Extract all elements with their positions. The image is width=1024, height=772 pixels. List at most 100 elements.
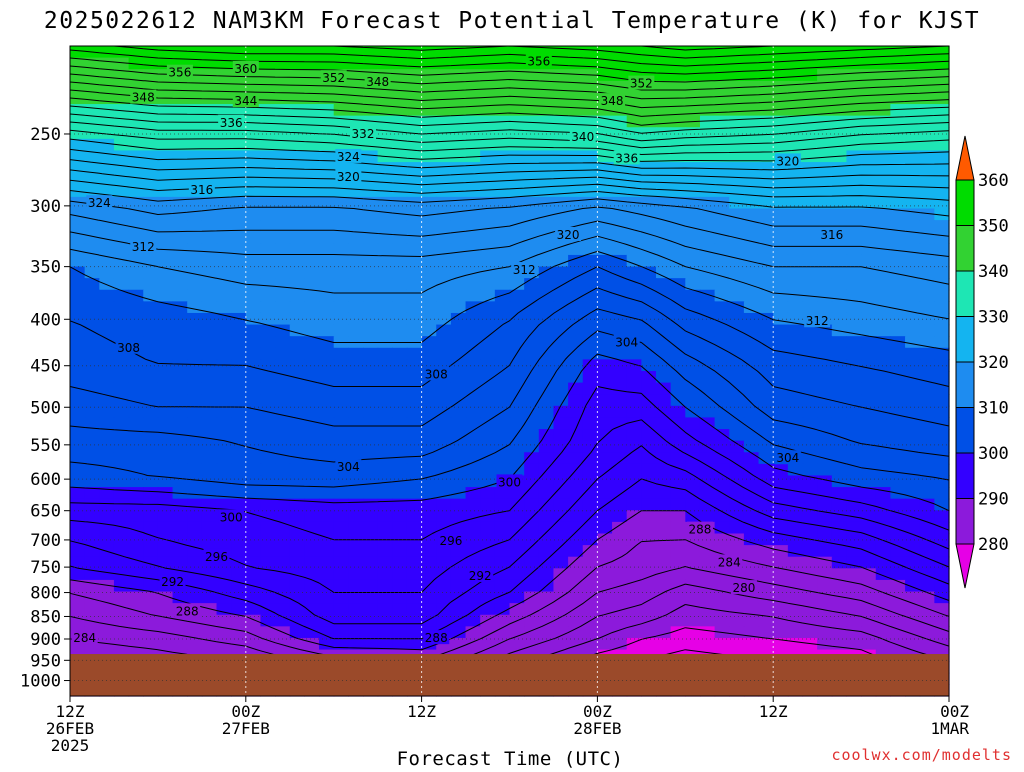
theta-cell [450, 127, 467, 140]
theta-cell [919, 185, 935, 198]
theta-cell [568, 336, 584, 349]
theta-cell [846, 301, 862, 314]
theta-cell [480, 92, 496, 105]
theta-cell [216, 347, 232, 360]
theta-cell [509, 69, 525, 82]
theta-cell [553, 498, 569, 511]
theta-cell [670, 69, 686, 82]
theta-cell [656, 46, 672, 59]
theta-cell [831, 521, 848, 535]
theta-cell [787, 359, 804, 372]
theta-cell [582, 104, 598, 117]
theta-cell [656, 371, 672, 384]
theta-cell [260, 208, 276, 221]
theta-cell [84, 405, 100, 419]
theta-cell [597, 173, 613, 186]
theta-cell [597, 614, 613, 627]
theta-cell [846, 417, 862, 430]
theta-cell [699, 278, 716, 291]
theta-cell [773, 475, 789, 488]
theta-cell [348, 371, 364, 384]
theta-cell [289, 289, 305, 302]
theta-cell [319, 371, 335, 384]
theta-cell [831, 498, 848, 511]
theta-cell [934, 359, 950, 372]
theta-cell [743, 324, 760, 337]
theta-cell [494, 243, 511, 256]
theta-cell [919, 138, 935, 152]
theta-cell [421, 568, 437, 581]
theta-cell [817, 579, 833, 593]
theta-cell [509, 138, 525, 152]
theta-cell [670, 429, 686, 442]
theta-cell [656, 231, 672, 244]
theta-cell [494, 498, 511, 511]
theta-cell [216, 417, 232, 430]
theta-cell [597, 69, 613, 82]
theta-cell [524, 359, 540, 372]
theta-cell [597, 637, 613, 651]
theta-cell [172, 46, 188, 59]
contour-label-bg [320, 70, 347, 85]
theta-cell [392, 231, 408, 244]
theta-cell [670, 475, 686, 488]
theta-cell [582, 556, 598, 569]
theta-cell [626, 92, 642, 105]
contour-label: 312 [132, 240, 155, 254]
theta-cell [480, 243, 496, 256]
theta-cell [758, 150, 774, 163]
theta-cell [538, 243, 555, 256]
y-tick-label: 900 [30, 630, 61, 650]
theta-cell [113, 487, 130, 500]
theta-cell [304, 312, 320, 326]
theta-cell [905, 312, 921, 326]
theta-cell [157, 359, 174, 372]
contour-label: 312 [513, 263, 536, 277]
theta-cell [406, 637, 423, 651]
theta-cell [714, 429, 730, 442]
theta-cell [919, 579, 935, 593]
theta-cell [465, 162, 481, 175]
theta-cell [143, 475, 159, 488]
theta-cell [685, 69, 701, 82]
theta-cell [275, 394, 291, 407]
theta-cell [553, 278, 569, 291]
theta-cell [861, 196, 877, 210]
theta-cell [656, 243, 672, 256]
theta-cell [743, 382, 760, 395]
theta-cell [436, 556, 452, 569]
theta-cell [392, 301, 408, 314]
theta-cell [656, 324, 672, 337]
theta-cell [84, 510, 100, 523]
theta-cell [773, 603, 789, 616]
theta-cell [157, 127, 174, 140]
theta-cell [538, 278, 555, 291]
theta-cell [597, 359, 613, 372]
theta-cell [172, 637, 188, 651]
theta-cell [699, 591, 716, 604]
theta-cell [421, 312, 437, 326]
theta-cell [436, 196, 452, 210]
theta-cell [743, 568, 760, 581]
theta-cell [934, 347, 950, 360]
theta-cell [319, 231, 335, 244]
theta-cell [553, 150, 569, 163]
theta-cell [787, 510, 804, 523]
theta-contour-312 [69, 235, 950, 320]
theta-cell [714, 231, 730, 244]
theta-cell [861, 208, 877, 221]
theta-cell [802, 475, 818, 488]
theta-fill-layer [70, 46, 950, 697]
theta-cell [319, 185, 335, 198]
theta-cell [99, 278, 115, 291]
theta-cell [289, 498, 305, 511]
theta-cell [861, 220, 877, 233]
theta-cell [729, 115, 745, 128]
theta-cell [656, 347, 672, 360]
theta-cell [875, 301, 891, 314]
theta-cell [172, 452, 188, 465]
theta-cell [773, 568, 789, 581]
theta-cell [172, 196, 188, 210]
theta-cell [436, 243, 452, 256]
theta-cell [392, 312, 408, 326]
